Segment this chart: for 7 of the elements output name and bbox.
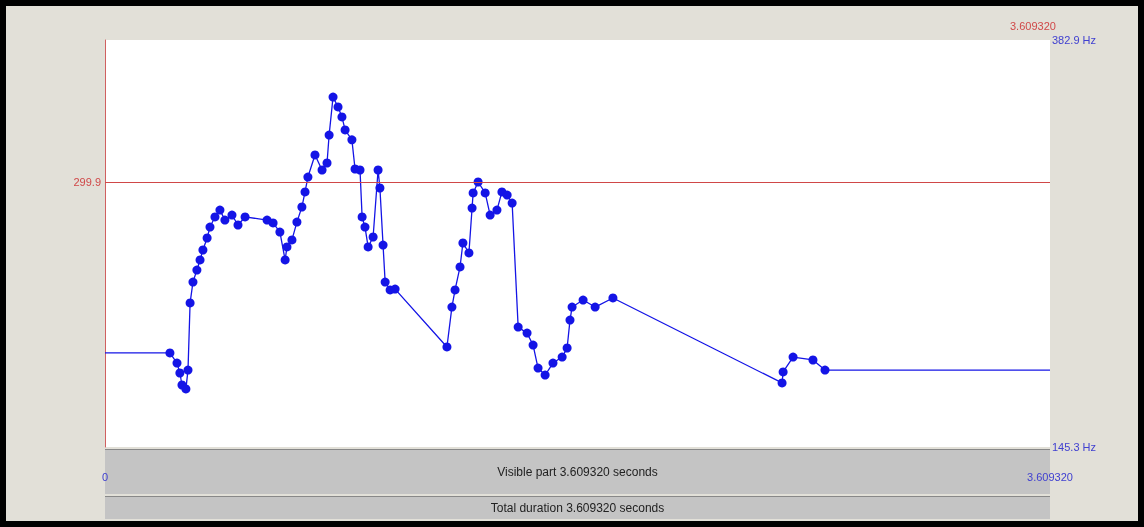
x-tick-label: 0 [101,470,109,483]
text: 3.609320 [1010,20,1056,32]
y-tick-label: 382.9 Hz [1052,34,1097,46]
ref-line-label: 299.9 [73,176,101,189]
text: Total duration 3.609320 seconds [105,496,1050,519]
text: Visible part 3.609320 seconds [497,465,658,479]
y-tick-label: 145.3 Hz [1052,441,1097,453]
